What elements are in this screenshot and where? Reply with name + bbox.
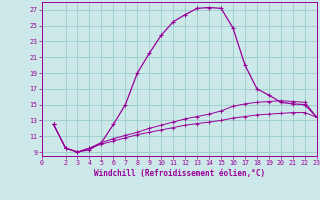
X-axis label: Windchill (Refroidissement éolien,°C): Windchill (Refroidissement éolien,°C) [94,169,265,178]
